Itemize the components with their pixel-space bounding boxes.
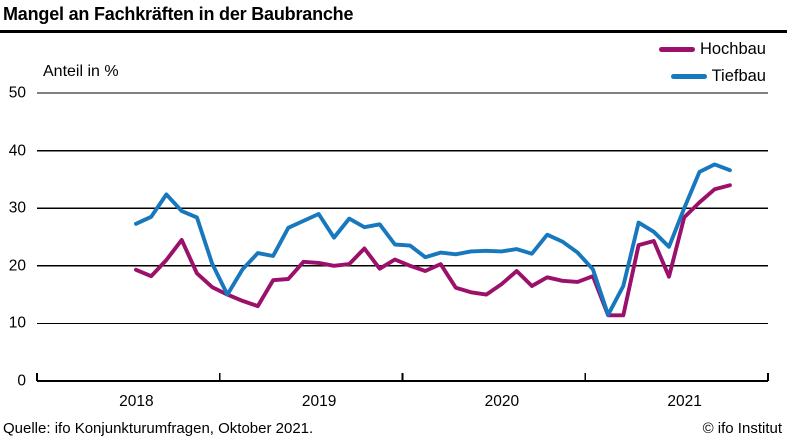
y-tick-label: 40 — [8, 141, 26, 159]
y-tick-label: 30 — [8, 199, 26, 217]
series-line-hochbau — [134, 183, 732, 318]
series-line-tiefbau — [134, 162, 732, 317]
y-tick-label: 10 — [8, 314, 26, 332]
x-tick-label-2020: 2020 — [484, 393, 520, 410]
title-underline — [0, 30, 787, 33]
x-tick-label-2018: 2018 — [119, 393, 154, 410]
legend-label-hochbau: Hochbau — [699, 40, 766, 58]
chart-legend: Hochbau Tiefbau — [658, 36, 766, 90]
legend-item-hochbau: Hochbau — [658, 36, 766, 63]
page-title: Mangel an Fachkräften in der Baubranche — [3, 4, 354, 24]
x-tick-label-2019: 2019 — [301, 393, 337, 410]
y-tick-label: 0 — [17, 372, 26, 390]
tiefbau-line-swatch — [670, 74, 707, 79]
x-tick-label-2021: 2021 — [667, 393, 702, 410]
legend-label-tiefbau: Tiefbau — [711, 67, 766, 85]
hochbau-line-swatch — [658, 47, 695, 52]
source-note: Quelle: ifo Konjunkturumfragen, Oktober … — [3, 420, 314, 437]
y-axis-title: Anteil in % — [43, 63, 119, 80]
y-tick-label: 20 — [8, 257, 26, 275]
legend-item-tiefbau: Tiefbau — [659, 63, 766, 90]
copyright-note: © ifo Institut — [702, 420, 782, 437]
y-tick-label: 50 — [8, 84, 26, 102]
